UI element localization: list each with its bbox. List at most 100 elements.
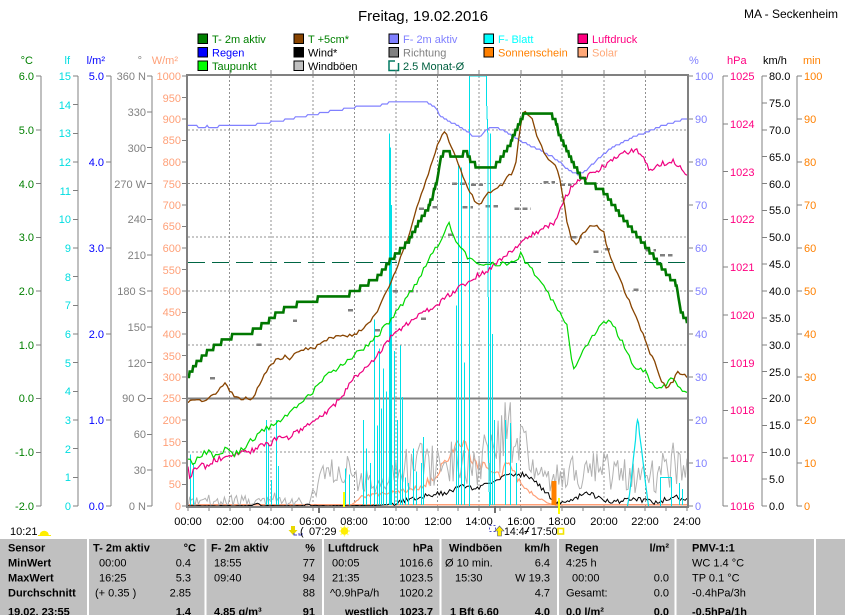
- svg-text:min: min: [803, 55, 821, 67]
- svg-text:°C: °C: [184, 543, 196, 555]
- svg-text:TP 0.1 °C: TP 0.1 °C: [692, 573, 740, 585]
- svg-text:00:00: 00:00: [174, 516, 202, 528]
- svg-text:50: 50: [695, 286, 707, 298]
- svg-text:0.0: 0.0: [654, 588, 669, 600]
- svg-text:10: 10: [695, 458, 707, 470]
- svg-text:3.0: 3.0: [89, 243, 104, 255]
- svg-text:5.0: 5.0: [89, 71, 104, 83]
- svg-text:30: 30: [134, 465, 146, 477]
- svg-text:2.0: 2.0: [19, 286, 34, 298]
- svg-text:1023: 1023: [730, 167, 754, 179]
- svg-text:210: 210: [128, 250, 146, 262]
- svg-text:60: 60: [695, 243, 707, 255]
- svg-text:00:00: 00:00: [99, 558, 127, 570]
- svg-text:0 N: 0 N: [129, 501, 146, 513]
- svg-text:Solar: Solar: [592, 48, 618, 60]
- svg-text:F- Blatt: F- Blatt: [498, 34, 533, 46]
- svg-text:Luftdruck: Luftdruck: [592, 34, 638, 46]
- svg-text:400: 400: [163, 329, 181, 341]
- svg-text:1021: 1021: [730, 262, 754, 274]
- svg-text:W 19.3: W 19.3: [515, 573, 550, 585]
- svg-text:T- 2m aktiv: T- 2m aktiv: [212, 34, 266, 46]
- svg-text:1 Bft 6.60: 1 Bft 6.60: [450, 607, 499, 615]
- svg-text:2: 2: [65, 444, 71, 456]
- svg-text:%: %: [305, 543, 315, 555]
- svg-text:77: 77: [303, 558, 315, 570]
- svg-text:Sensor: Sensor: [8, 543, 46, 555]
- svg-text:21:35: 21:35: [332, 573, 360, 585]
- svg-text:^0.9hPa/h: ^0.9hPa/h: [330, 588, 379, 600]
- svg-text:T +5cm*: T +5cm*: [308, 34, 350, 46]
- svg-text:Windböen: Windböen: [449, 543, 502, 555]
- svg-text:(: (: [300, 526, 304, 538]
- svg-text:PMV-1:1: PMV-1:1: [692, 543, 735, 555]
- svg-text:1025: 1025: [730, 71, 754, 83]
- svg-text:Freitag, 19.02.2016: Freitag, 19.02.2016: [358, 8, 488, 25]
- svg-text:1019: 1019: [730, 358, 754, 370]
- svg-text:11: 11: [60, 186, 71, 198]
- svg-text:300: 300: [128, 143, 146, 155]
- svg-text:19.02, 23:55: 19.02, 23:55: [8, 607, 70, 615]
- svg-text:200: 200: [163, 415, 181, 427]
- svg-text:18:00: 18:00: [548, 516, 576, 528]
- svg-text:Taupunkt: Taupunkt: [212, 61, 257, 73]
- svg-text:70.0: 70.0: [769, 125, 790, 137]
- svg-text:4.7: 4.7: [535, 588, 550, 600]
- svg-text:75.0: 75.0: [769, 98, 790, 110]
- svg-text:2.5 Monat-Ø: 2.5 Monat-Ø: [403, 61, 465, 73]
- svg-text:Ø 10 min.: Ø 10 min.: [445, 558, 493, 570]
- svg-text:km/h: km/h: [524, 543, 550, 555]
- svg-text:MaxWert: MaxWert: [8, 573, 54, 585]
- svg-text:16:25: 16:25: [99, 573, 127, 585]
- svg-text:-2.0: -2.0: [15, 501, 34, 513]
- svg-text:15:30: 15:30: [455, 573, 483, 585]
- svg-text:09:40: 09:40: [214, 573, 242, 585]
- svg-text:westlich: westlich: [344, 607, 389, 615]
- svg-text:1024: 1024: [730, 119, 754, 131]
- svg-text:1023.5: 1023.5: [399, 573, 433, 585]
- svg-text:1.0: 1.0: [89, 415, 104, 427]
- svg-text:10.0: 10.0: [769, 447, 790, 459]
- svg-text:50.0: 50.0: [769, 232, 790, 244]
- svg-text:9: 9: [65, 243, 71, 255]
- svg-text:750: 750: [163, 179, 181, 191]
- svg-text:0: 0: [804, 501, 810, 513]
- svg-text:4: 4: [65, 386, 71, 398]
- svg-text:180 S: 180 S: [117, 286, 146, 298]
- svg-text:50: 50: [804, 286, 816, 298]
- svg-text:600: 600: [163, 243, 181, 255]
- svg-text:5.0: 5.0: [19, 125, 34, 137]
- svg-text:150: 150: [163, 437, 181, 449]
- svg-text:65.0: 65.0: [769, 152, 790, 164]
- svg-text:350: 350: [163, 351, 181, 363]
- svg-text:km/h: km/h: [763, 55, 787, 67]
- svg-text:Durchschnitt: Durchschnitt: [8, 588, 76, 600]
- svg-text:Regen: Regen: [212, 48, 244, 60]
- svg-text:550: 550: [163, 265, 181, 277]
- svg-text:14: 14: [59, 100, 71, 112]
- svg-text:1022: 1022: [730, 214, 754, 226]
- svg-text:(+ 0.35 ): (+ 0.35 ): [95, 588, 136, 600]
- svg-text:02:00: 02:00: [216, 516, 244, 528]
- svg-text:5.0: 5.0: [769, 474, 784, 486]
- svg-text:90: 90: [695, 114, 707, 126]
- svg-text:55.0: 55.0: [769, 205, 790, 217]
- svg-text:1020: 1020: [730, 310, 754, 322]
- svg-text:1016: 1016: [730, 501, 754, 513]
- svg-text:1018: 1018: [730, 405, 754, 417]
- svg-text:800: 800: [163, 157, 181, 169]
- svg-text:0: 0: [175, 501, 181, 513]
- svg-text:08:00: 08:00: [340, 516, 368, 528]
- svg-text:150: 150: [128, 322, 146, 334]
- svg-text:W/m²: W/m²: [152, 55, 179, 67]
- svg-text:20.0: 20.0: [769, 393, 790, 405]
- svg-text:4.0: 4.0: [89, 157, 104, 169]
- svg-text:WC 1.4 °C: WC 1.4 °C: [692, 558, 744, 570]
- svg-text:70: 70: [695, 200, 707, 212]
- svg-text:45.0: 45.0: [769, 259, 790, 271]
- svg-text:330: 330: [128, 107, 146, 119]
- svg-text:Wind*: Wind*: [308, 48, 338, 60]
- svg-text:10: 10: [804, 458, 816, 470]
- svg-text:3.0: 3.0: [19, 232, 34, 244]
- svg-text:100: 100: [163, 458, 181, 470]
